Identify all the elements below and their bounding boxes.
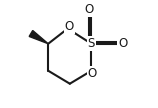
Polygon shape [29, 30, 48, 44]
Text: O: O [118, 37, 127, 50]
Text: O: O [88, 67, 97, 80]
Text: O: O [65, 20, 74, 33]
Text: S: S [88, 37, 95, 50]
Text: O: O [85, 3, 94, 16]
